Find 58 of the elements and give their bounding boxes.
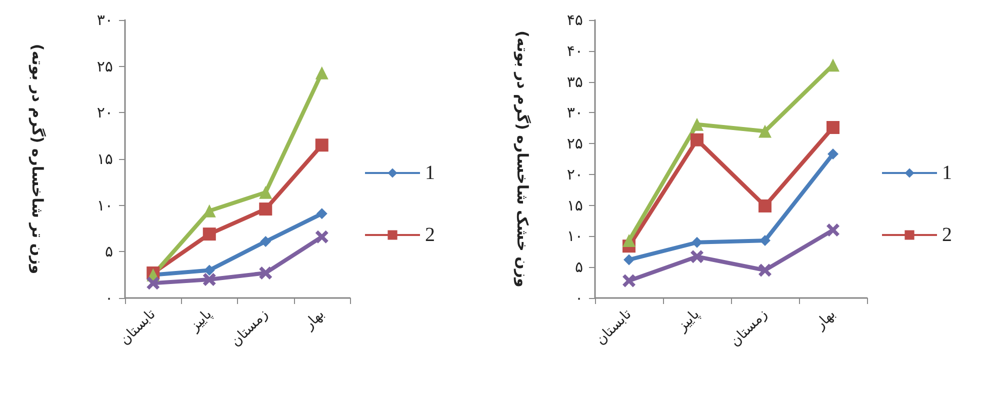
x-tick-label: تابستان [116, 306, 159, 348]
point [692, 236, 702, 248]
point [760, 235, 770, 246]
point [202, 228, 216, 241]
point [758, 124, 772, 138]
point [690, 118, 704, 131]
y-tick-label: ۳۵ [566, 72, 583, 91]
x-tick-label: بهار [300, 306, 328, 334]
y-tick-label: ۱۰ [96, 196, 113, 214]
x-tick-label: بهار [812, 306, 839, 334]
point [204, 264, 215, 276]
x-tick-label: زمستان [228, 306, 272, 350]
point [315, 66, 328, 80]
y-axis-title: وزن خشک شاخساره (گرم در بوته) [514, 30, 532, 288]
y-tick-label: ۴۵ [566, 11, 583, 29]
point [622, 274, 636, 288]
point [146, 276, 160, 290]
x-tick-label: پاییز [186, 306, 216, 336]
point [316, 208, 328, 220]
point [259, 266, 272, 280]
y-tick-label: ۲۵ [566, 134, 583, 153]
y-tick-label: ۳۰ [96, 11, 113, 29]
y-tick-label: ۱۵ [96, 150, 113, 168]
y-tick-label: ۲۵ [96, 57, 113, 76]
point [315, 230, 328, 244]
point [259, 186, 272, 199]
point [826, 120, 840, 134]
legend-label: 1 [425, 162, 435, 184]
point [202, 272, 216, 286]
legend-label: 1 [942, 162, 952, 184]
y-tick-label: ۱۰ [566, 227, 583, 246]
y-tick-label: ۵ [104, 242, 113, 261]
y-tick-label: ۴۰ [566, 42, 583, 60]
y-axis-title: وزن تر شاخساره (گرم در بوته) [28, 44, 46, 274]
point [202, 204, 216, 218]
x-tick-label: زمستان [727, 306, 771, 350]
y-tick-label: ۲۰ [96, 104, 113, 122]
point [690, 250, 704, 264]
point [259, 202, 272, 216]
point [690, 133, 704, 146]
point [826, 224, 840, 237]
x-tick-label: تابستان [592, 306, 635, 348]
point [624, 254, 634, 266]
point [758, 199, 772, 212]
point [758, 264, 772, 277]
y-tick-label: ۵ [574, 258, 583, 276]
y-tick-label: ۳۰ [566, 104, 583, 122]
point [622, 234, 636, 248]
x-tick-label: پاییز [674, 306, 703, 336]
legend-label: 2 [942, 224, 952, 246]
y-tick-label: ۲۰ [566, 165, 583, 184]
point [828, 148, 838, 160]
y-tick-label: ۰ [574, 289, 583, 307]
legend-label: 2 [425, 224, 435, 246]
point [315, 138, 328, 152]
point [260, 236, 272, 247]
y-tick-label: ۱۵ [566, 196, 583, 214]
y-tick-label: ۰ [104, 289, 113, 307]
